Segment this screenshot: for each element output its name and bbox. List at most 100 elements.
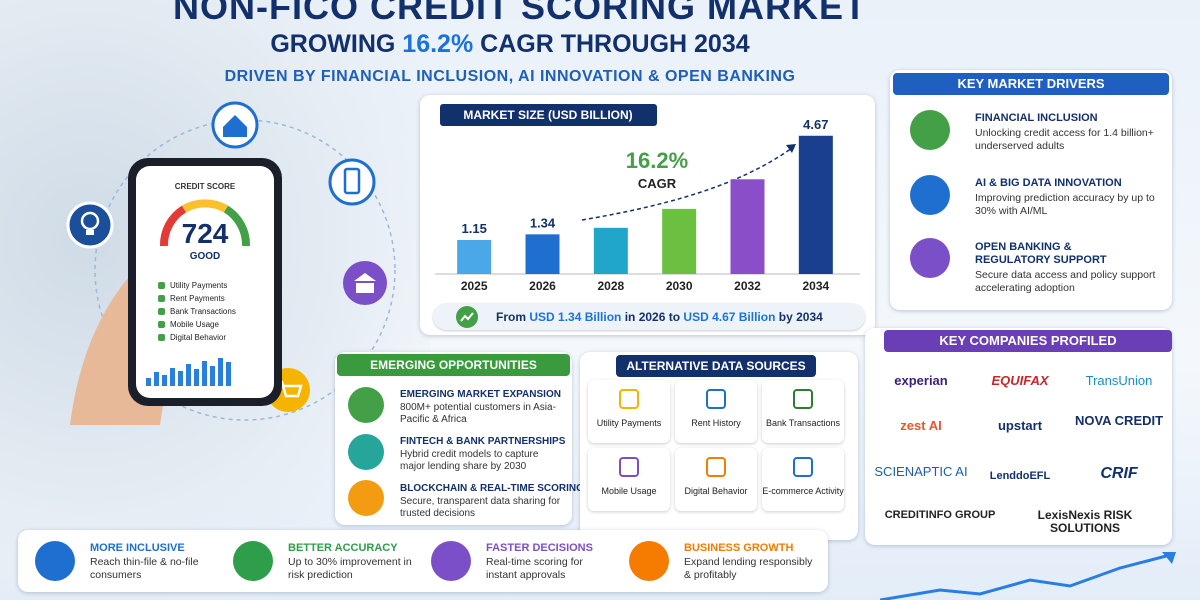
cagr-label: CAGR — [638, 176, 677, 191]
decor — [226, 362, 231, 386]
company: LexisNexis RISK SOLUTIONS — [1037, 508, 1133, 535]
source-label: Rent History — [691, 418, 741, 428]
opportunity-icon — [348, 387, 384, 423]
benefit-text: Expand lending responsibly & profitably — [684, 556, 813, 581]
benefit-title: FASTER DECISIONS — [486, 542, 593, 554]
phone-item: Digital Behavior — [170, 333, 227, 342]
company: NOVA CREDIT — [1074, 413, 1164, 428]
footnote-highlight: USD 1.34 Billion — [529, 310, 622, 324]
company: CRIF — [1100, 465, 1138, 482]
value-label: 1.15 — [462, 221, 487, 236]
source-label: Bank Transactions — [765, 418, 841, 428]
decor — [146, 358, 231, 386]
x-tick-label: 2032 — [734, 279, 761, 293]
value-label: 1.34 — [530, 215, 556, 230]
growth-decor — [880, 552, 1176, 600]
opportunity-icon — [348, 434, 384, 470]
driver-text: Improving prediction accuracy by up to 3… — [975, 192, 1155, 217]
phone-item: Bank Transactions — [170, 307, 236, 316]
benefit-text: Up to 30% improvement in risk prediction — [288, 556, 412, 581]
driver-title: FINANCIAL INCLUSION — [975, 112, 1098, 124]
cagr-value: 16.2% — [626, 148, 688, 173]
chart-title-badge — [440, 104, 657, 126]
bar — [525, 234, 560, 274]
decor — [328, 158, 376, 206]
benefit-title: BETTER ACCURACY — [288, 542, 398, 554]
arrow-head — [786, 144, 796, 153]
footnote-icon — [456, 306, 478, 328]
company: EQUIFAX — [991, 373, 1049, 388]
source-label: Mobile Usage — [601, 486, 657, 496]
driver-icon — [910, 110, 950, 150]
decor — [223, 205, 250, 247]
check — [158, 282, 165, 289]
decor — [182, 199, 228, 213]
company: upstart — [997, 418, 1043, 433]
benefit-icon — [233, 541, 273, 581]
benefit-icon — [431, 541, 471, 581]
companies-title: KEY COMPANIES PROFILED — [884, 330, 1172, 352]
decor — [66, 201, 114, 249]
subtitle: GROWING 16.2% CAGR THROUGH 2034 — [0, 30, 1020, 59]
source-icon — [793, 389, 813, 409]
company: CREDITINFO GROUP — [884, 509, 996, 521]
benefit-title: BUSINESS GROWTH — [684, 542, 794, 554]
bar — [457, 239, 492, 274]
opportunity-icon — [348, 480, 384, 516]
source-icon — [706, 457, 726, 477]
source-label: E-commerce Activity — [762, 486, 844, 496]
bar — [662, 208, 697, 274]
driver-text: Secure data access and policy support ac… — [975, 269, 1156, 294]
footnote: From USD 1.34 Billion in 2026 to USD 4.6… — [496, 310, 823, 324]
chart-title: MARKET SIZE (USD BILLION) — [463, 108, 632, 122]
decor — [460, 312, 474, 322]
sources-title: ALTERNATIVE DATA SOURCES — [616, 355, 816, 377]
rating: GOOD — [189, 251, 221, 262]
driver-icon — [910, 238, 950, 278]
opportunities-title: EMERGING OPPORTUNITIES — [337, 354, 570, 376]
bar — [730, 179, 765, 274]
opportunity-title: EMERGING MARKET EXPANSION — [400, 389, 561, 400]
x-tick-label: 2030 — [666, 279, 693, 293]
x-tick-label: 2026 — [529, 279, 556, 293]
phone-item: Rent Payments — [170, 294, 225, 303]
driver-icon — [910, 175, 950, 215]
benefit-text: Reach thin-file & no-file consumers — [90, 556, 199, 581]
decor — [154, 372, 159, 386]
driver-text: Unlocking credit access for 1.4 billion+… — [975, 127, 1154, 152]
footnote-highlight: USD 4.67 Billion — [683, 310, 776, 324]
decor — [202, 361, 207, 386]
company: experian — [894, 373, 948, 388]
gauge — [146, 199, 250, 386]
decor — [146, 378, 151, 386]
subtitle-part: CAGR THROUGH 2034 — [473, 30, 750, 58]
decor — [178, 371, 183, 386]
credit-score: 724 — [181, 218, 229, 249]
value-label: 4.67 — [803, 117, 828, 132]
source-label: Utility Payments — [596, 418, 662, 428]
companies-panel — [865, 328, 1172, 545]
opportunity-text: 800M+ potential customers in Asia-Pacifi… — [400, 402, 556, 425]
source-icon — [793, 457, 813, 477]
drivers-title: KEY MARKET DRIVERS — [893, 73, 1169, 95]
benefit-icon — [35, 541, 75, 581]
opportunity-title: FINTECH & BANK PARTNERSHIPS — [400, 436, 566, 447]
subtitle-highlight: 16.2% — [402, 30, 474, 58]
check — [158, 295, 165, 302]
decor — [880, 553, 1171, 600]
source-icon — [619, 389, 639, 409]
phone-label: CREDIT SCORE — [174, 182, 236, 191]
driver-title: AI & BIG DATA INNOVATION — [975, 177, 1122, 189]
footnote-part: by 2034 — [775, 310, 823, 324]
decor — [218, 358, 223, 386]
source-icon — [619, 457, 639, 477]
decor — [186, 364, 191, 386]
decor — [86, 230, 94, 235]
decor — [194, 369, 199, 386]
opportunity-title: BLOCKCHAIN & REAL-TIME SCORING — [400, 483, 584, 494]
decor — [170, 368, 175, 386]
footnote-pill — [433, 303, 865, 330]
x-tick-label: 2034 — [802, 279, 829, 293]
benefits-panel — [18, 530, 828, 592]
decor — [223, 115, 247, 137]
